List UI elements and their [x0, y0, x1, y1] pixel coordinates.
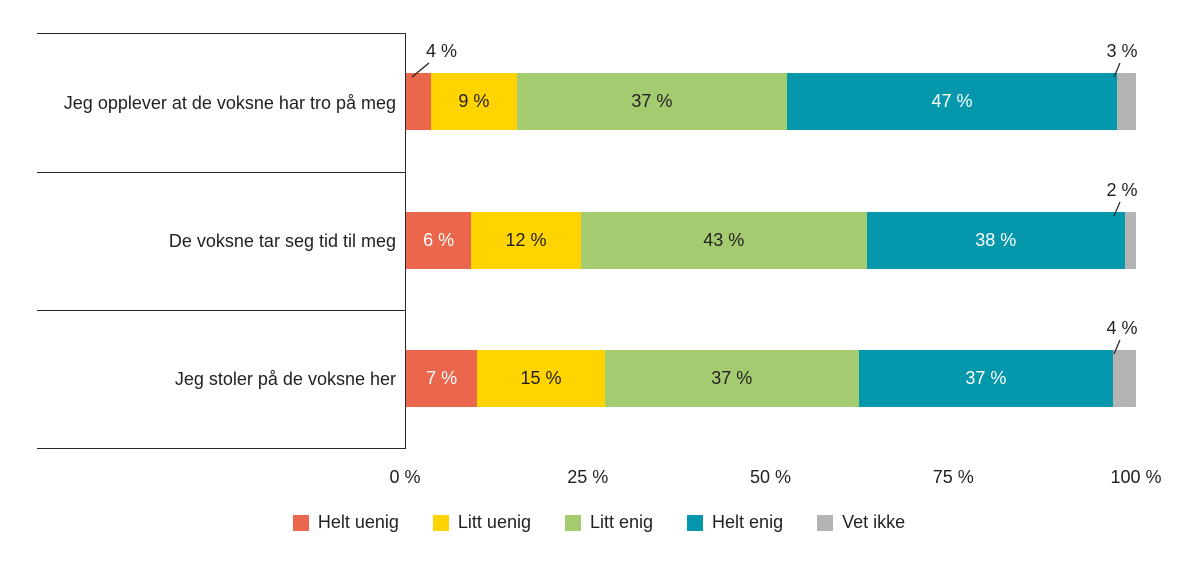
legend-label: Vet ikke: [842, 512, 906, 532]
bar-segment-litt-enig: 37 %: [604, 350, 859, 408]
bar-value-label: 37 %: [631, 91, 673, 111]
callout-vet-ikke: 3 %: [1100, 40, 1144, 78]
bar-segment-vet-ikke: [1112, 350, 1136, 408]
legend-swatch-helt-enig: [687, 514, 704, 531]
legend-label: Litt enig: [589, 512, 654, 532]
bar-segment-vet-ikke: [1124, 211, 1136, 269]
bar-value-label: 15 %: [520, 368, 562, 389]
x-axis-tick: 75 %: [932, 467, 974, 487]
bar-segment-helt-uenig: [406, 73, 431, 130]
category-label: Jeg opplever at de voksne har tro på meg: [37, 33, 405, 172]
legend-item-helt-enig: Helt enig: [687, 512, 783, 533]
bar-segment-litt-uenig: 15 %: [477, 350, 605, 408]
bar-value-label: 6 %: [423, 229, 455, 250]
bar-segment-litt-enig: 43 %: [580, 211, 867, 269]
legend-label: Helt uenig: [317, 512, 399, 532]
callout-vet-ikke: 2 %: [1100, 179, 1144, 217]
bar-segment-litt-uenig: 12 %: [471, 211, 581, 269]
callout-label: 2 %: [1106, 179, 1138, 200]
bar-segment-helt-uenig: 7 %: [406, 350, 478, 408]
bar-value-label: 12 %: [505, 229, 547, 250]
legend-label: Helt enig: [712, 512, 784, 532]
callout-vet-ikke: 4 %: [1100, 317, 1144, 355]
bar-value-label: 9 %: [458, 91, 490, 111]
bar-row: 4 % 7 % 15 % 37 % 37 %: [405, 310, 1138, 449]
legend-item-vet-ikke: Vet ikke: [817, 512, 905, 533]
bar-segment-litt-uenig: 9 %: [430, 73, 518, 130]
bar-value-label: 38 %: [975, 229, 1017, 250]
bar-value-label: 37 %: [711, 368, 753, 389]
callout-line-icon: [411, 62, 430, 78]
bar-segment-vet-ikke: [1117, 73, 1136, 130]
bar-segment-helt-enig: 38 %: [866, 211, 1125, 269]
legend-swatch-litt-uenig: [432, 514, 449, 531]
callout-line-icon: [1113, 201, 1121, 216]
bar-value-label: 37 %: [965, 368, 1007, 389]
legend-item-litt-enig: Litt enig: [564, 512, 654, 533]
legend-swatch-litt-enig: [564, 514, 581, 531]
stacked-bar: 7 % 15 % 37 % 37 %: [406, 350, 1136, 408]
stacked-bar: 9 % 37 % 47 %: [406, 73, 1136, 130]
bar-value-label: 47 %: [931, 91, 973, 111]
callout-label: 4 %: [426, 41, 458, 61]
category-label: Jeg stoler på de voksne her: [37, 310, 405, 449]
callout-line-icon: [1113, 62, 1121, 78]
bar-value-label: 7 %: [426, 368, 458, 389]
x-axis-tick: 0 %: [389, 467, 421, 487]
chart-body: Jeg opplever at de voksne har tro på meg…: [37, 33, 1138, 449]
legend-item-helt-uenig: Helt uenig: [292, 512, 399, 533]
legend-swatch-vet-ikke: [817, 514, 834, 531]
bar-segment-helt-enig: 47 %: [786, 73, 1118, 130]
x-axis-tick: 100 %: [1110, 467, 1162, 487]
bar-row: 2 % 6 % 12 % 43 % 38 %: [405, 171, 1138, 311]
x-axis-tick: 25 %: [567, 467, 609, 487]
x-axis-tick: 50 %: [749, 467, 792, 487]
bar-segment-helt-enig: 37 %: [858, 350, 1113, 408]
bar-segment-helt-uenig: 6 %: [406, 211, 472, 269]
stacked-bar: 6 % 12 % 43 % 38 %: [406, 211, 1136, 269]
legend-label: Litt uenig: [457, 512, 531, 532]
callout-helt-uenig: 4 %: [410, 40, 457, 78]
legend-swatch-helt-uenig: [292, 514, 309, 531]
callout-label: 4 %: [1106, 318, 1138, 339]
legend: Helt uenig Litt uenig Litt enig Helt eni…: [0, 512, 1198, 533]
callout-label: 3 %: [1106, 41, 1138, 61]
bar-value-label: 43 %: [703, 229, 745, 250]
callout-line-icon: [1113, 340, 1121, 355]
category-label: De voksne tar seg tid til meg: [37, 171, 405, 311]
bar-row: 4 % 3 % 9 % 37 % 47 %: [405, 33, 1138, 172]
legend-item-litt-uenig: Litt uenig: [432, 512, 531, 533]
bar-segment-litt-enig: 37 %: [517, 73, 787, 130]
